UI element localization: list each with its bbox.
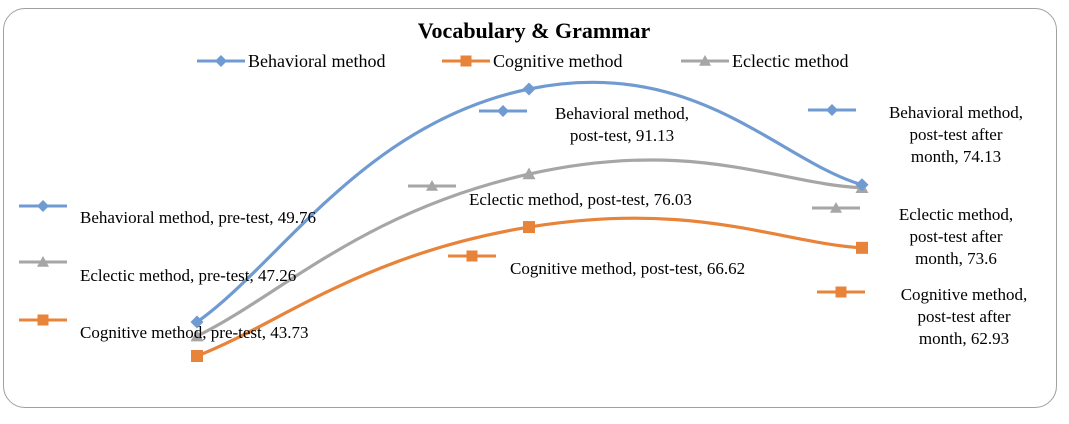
data-label-cognitive-method-3: Cognitive method, post-test after month, 6… [901, 285, 1028, 348]
plot-area [190, 80, 869, 362]
legend-key-eclectic-method [681, 55, 729, 66]
data-label-eclectic-method-3-key-marker [830, 202, 842, 213]
data-label-eclectic-method-2-key-marker [426, 180, 438, 191]
data-label-cognitive-method-1: Cognitive method, pre-test, 43.73 [80, 323, 309, 342]
legend-key-cognitive-method [442, 55, 490, 67]
data-label-eclectic-method-2: Eclectic method, post-test, 76.03 [469, 190, 692, 209]
data-label-eclectic-method-2-line-1: Eclectic method, post-test, 76.03 [469, 190, 692, 209]
chart-frame [3, 8, 1057, 408]
data-label-behavioral-method-3-line-2: post-test after [910, 125, 1003, 144]
legend-key-behavioral-method [197, 55, 245, 67]
data-label-cognitive-method-3-line-1: Cognitive method, [901, 285, 1028, 304]
data-label-eclectic-method-3-line-3: month, 73.6 [915, 249, 997, 268]
data-label-eclectic-method-3-line-1: Eclectic method, [899, 205, 1013, 224]
data-label-behavioral-method-2-line-2: post-test, 91.13 [570, 126, 674, 145]
data-labels: Behavioral method, pre-test, 49.76 Behavi… [19, 103, 1027, 348]
legend-label-behavioral-method: Behavioral method [248, 51, 385, 71]
legend-key-eclectic-method-marker [699, 55, 711, 66]
legend-label-cognitive-method: Cognitive method [493, 51, 623, 71]
data-label-cognitive-method-2-key-marker [466, 250, 478, 262]
legend-label-eclectic-method: Eclectic method [732, 51, 848, 71]
data-label-eclectic-method-1-key-marker [37, 256, 49, 267]
data-label-cognitive-method-1-key [19, 314, 67, 326]
data-label-cognitive-method-3-key-marker [835, 286, 847, 298]
data-label-cognitive-method-2-line-1: Cognitive method, post-test, 66.62 [510, 259, 745, 278]
data-label-behavioral-method-3-line-1: Behavioral method, [889, 103, 1023, 122]
data-label-behavioral-method-1: Behavioral method, pre-test, 49.76 [80, 208, 316, 227]
data-label-eclectic-method-3-key [812, 202, 860, 213]
data-point-cognitive-method-3 [856, 241, 868, 254]
data-label-eclectic-method-3: Eclectic method, post-test after month, 73… [899, 205, 1013, 268]
data-label-cognitive-method-3-line-3: month, 62.93 [919, 329, 1009, 348]
data-label-behavioral-method-3-line-3: month, 74.13 [911, 147, 1001, 166]
data-label-cognitive-method-1-line-1: Cognitive method, pre-test, 43.73 [80, 323, 309, 342]
data-point-eclectic-method-2 [522, 167, 536, 180]
data-label-behavioral-method-2-line-1: Behavioral method, [555, 104, 689, 123]
data-label-cognitive-method-2: Cognitive method, post-test, 66.62 [510, 259, 745, 278]
data-point-behavioral-method-1 [190, 315, 204, 329]
data-label-cognitive-method-2-key [448, 250, 496, 262]
data-label-eclectic-method-1: Eclectic method, pre-test, 47.26 [80, 266, 296, 285]
chart-title: Vocabulary & Grammar [418, 18, 651, 43]
data-label-behavioral-method-2-key [479, 105, 527, 117]
data-point-behavioral-method-2 [522, 82, 536, 96]
legend-key-cognitive-method-marker [460, 55, 472, 67]
legend-key-behavioral-method-marker [215, 55, 227, 67]
data-label-behavioral-method-1-line-1: Behavioral method, pre-test, 49.76 [80, 208, 316, 227]
data-point-behavioral-method-3 [855, 178, 869, 192]
data-label-eclectic-method-3-line-2: post-test after [910, 227, 1003, 246]
data-point-cognitive-method-2 [523, 221, 535, 234]
data-label-behavioral-method-3-key-marker [826, 104, 838, 116]
data-label-eclectic-method-1-key [19, 256, 67, 267]
data-label-behavioral-method-2: Behavioral method, post-test, 91.13 [555, 104, 689, 145]
data-label-behavioral-method-3-key [808, 104, 856, 116]
legend: Behavioral method Cognitive method Eclecti… [197, 51, 848, 71]
data-label-behavioral-method-2-key-marker [497, 105, 509, 117]
data-label-cognitive-method-1-key-marker [37, 314, 49, 326]
data-label-behavioral-method-1-key-marker [37, 200, 49, 212]
series-line-eclectic-method [196, 158, 863, 338]
data-label-behavioral-method-1-key [19, 200, 67, 212]
data-point-cognitive-method-1 [191, 350, 203, 362]
data-label-cognitive-method-3-key [817, 286, 865, 298]
data-label-cognitive-method-3-line-2: post-test after [918, 307, 1011, 326]
data-point-eclectic-method-1 [190, 329, 204, 342]
data-label-eclectic-method-2-key [408, 180, 456, 191]
data-label-behavioral-method-3: Behavioral method, post-test after month, … [889, 103, 1023, 166]
data-label-eclectic-method-1-line-1: Eclectic method, pre-test, 47.26 [80, 266, 296, 285]
